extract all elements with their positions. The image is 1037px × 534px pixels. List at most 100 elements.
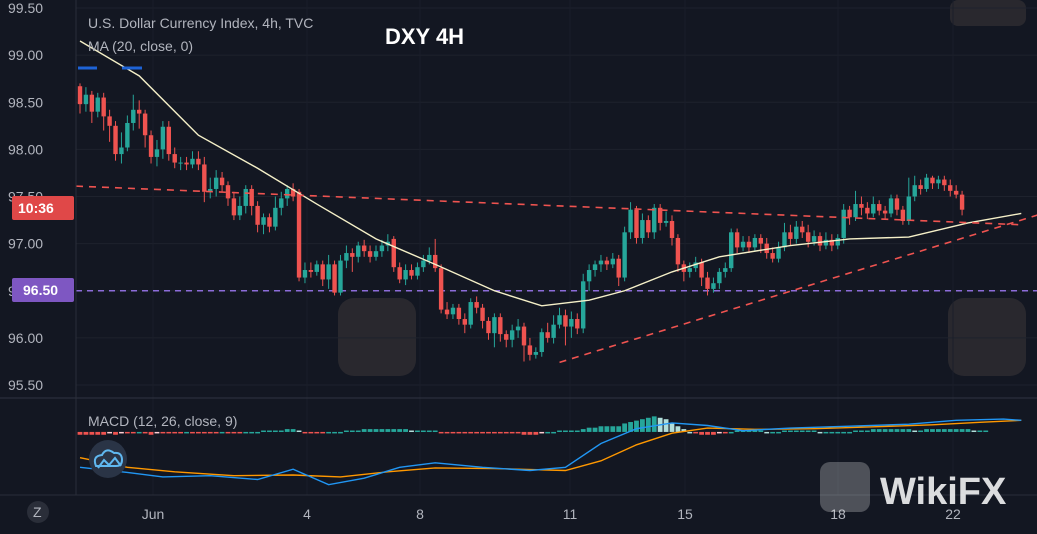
trendlines[interactable]	[75, 185, 1037, 364]
candle-body[interactable]	[865, 207, 870, 214]
candle-body[interactable]	[302, 270, 308, 278]
candle-body[interactable]	[178, 162, 183, 164]
candle-body[interactable]	[841, 209, 846, 238]
candle-body[interactable]	[894, 198, 900, 210]
candle-body[interactable]	[486, 320, 491, 334]
cloud-logo-bg[interactable]	[89, 440, 127, 478]
candle-body[interactable]	[717, 271, 722, 284]
candle-body[interactable]	[675, 237, 681, 265]
candle-body[interactable]	[598, 260, 604, 265]
candle-body[interactable]	[959, 194, 965, 210]
candle-body[interactable]	[539, 332, 544, 353]
candle-body[interactable]	[711, 283, 716, 289]
ma-line[interactable]	[79, 40, 1022, 307]
candle-body[interactable]	[622, 232, 627, 278]
candle-body[interactable]	[166, 126, 171, 155]
candle-body[interactable]	[551, 324, 556, 338]
candle-body[interactable]	[249, 188, 254, 206]
candle-body[interactable]	[462, 319, 467, 325]
candle-body[interactable]	[137, 109, 142, 114]
candle-body[interactable]	[545, 332, 550, 338]
candle-body[interactable]	[255, 205, 260, 225]
trendline[interactable]	[75, 185, 1022, 226]
candle-body[interactable]	[758, 237, 763, 244]
candles[interactable]	[77, 83, 965, 362]
candle-body[interactable]	[569, 319, 574, 327]
candle-body[interactable]	[338, 260, 343, 293]
candle-body[interactable]	[942, 179, 947, 186]
candle-body[interactable]	[202, 164, 207, 192]
candle-body[interactable]	[350, 253, 355, 257]
candle-body[interactable]	[213, 177, 219, 189]
candle-body[interactable]	[740, 241, 746, 248]
candle-body[interactable]	[409, 270, 414, 276]
candle-body[interactable]	[320, 264, 325, 280]
macd-line[interactable]	[79, 418, 1022, 486]
ma-legend[interactable]: MA (20, close, 0)	[88, 38, 193, 54]
candle-body[interactable]	[764, 243, 769, 254]
time-axis[interactable]: Jun 4 8 11 15 18 22	[142, 506, 961, 522]
candle-body[interactable]	[924, 177, 929, 189]
candle-body[interactable]	[314, 264, 319, 272]
candle-body[interactable]	[930, 177, 935, 184]
candle-body[interactable]	[592, 264, 598, 271]
candle-body[interactable]	[699, 262, 704, 278]
candle-body[interactable]	[391, 238, 396, 268]
candle-body[interactable]	[367, 251, 373, 257]
candle-body[interactable]	[663, 221, 669, 223]
candle-body[interactable]	[225, 185, 231, 199]
candle-body[interactable]	[800, 226, 805, 233]
candle-body[interactable]	[184, 162, 189, 165]
candle-body[interactable]	[900, 209, 906, 222]
candle-body[interactable]	[823, 239, 829, 246]
candle-body[interactable]	[734, 232, 740, 248]
candle-body[interactable]	[948, 185, 953, 191]
macd-pane[interactable]	[77, 416, 1022, 486]
candle-body[interactable]	[628, 209, 633, 233]
candle-body[interactable]	[273, 207, 278, 227]
z-button-label[interactable]: Z	[33, 504, 42, 520]
candle-body[interactable]	[794, 226, 799, 239]
candle-body[interactable]	[557, 315, 562, 325]
candle-body[interactable]	[693, 262, 698, 269]
candle-body[interactable]	[450, 307, 456, 315]
candle-body[interactable]	[729, 232, 734, 269]
candle-body[interactable]	[616, 258, 621, 278]
candle-body[interactable]	[723, 268, 728, 272]
candle-body[interactable]	[113, 125, 118, 155]
candle-body[interactable]	[782, 232, 787, 248]
candle-body[interactable]	[89, 94, 95, 112]
candle-body[interactable]	[344, 253, 349, 261]
candle-body[interactable]	[563, 315, 568, 327]
candle-body[interactable]	[243, 188, 248, 206]
candle-body[interactable]	[936, 179, 941, 184]
candle-body[interactable]	[361, 245, 367, 252]
candle-body[interactable]	[101, 97, 106, 117]
candle-body[interactable]	[208, 188, 213, 192]
candle-body[interactable]	[669, 221, 675, 238]
candle-body[interactable]	[817, 236, 823, 246]
candle-body[interactable]	[859, 204, 864, 208]
candle-body[interactable]	[788, 232, 793, 239]
z-button[interactable]: Z	[27, 501, 49, 523]
candle-body[interactable]	[326, 264, 331, 280]
candle-body[interactable]	[131, 109, 136, 123]
candle-body[interactable]	[83, 94, 89, 105]
z-button-bg[interactable]	[27, 501, 49, 523]
candle-body[interactable]	[332, 264, 337, 293]
candle-body[interactable]	[356, 245, 361, 257]
candle-body[interactable]	[267, 217, 272, 227]
candle-body[interactable]	[504, 334, 509, 340]
candle-body[interactable]	[279, 198, 284, 208]
candle-body[interactable]	[912, 185, 917, 197]
candle-body[interactable]	[498, 317, 503, 335]
candle-body[interactable]	[586, 270, 592, 282]
candle-body[interactable]	[397, 267, 402, 280]
candle-body[interactable]	[379, 245, 385, 252]
candle-body[interactable]	[515, 326, 521, 331]
candle-body[interactable]	[190, 158, 195, 165]
candle-body[interactable]	[634, 209, 639, 238]
candle-body[interactable]	[148, 135, 154, 157]
candle-body[interactable]	[444, 309, 450, 315]
